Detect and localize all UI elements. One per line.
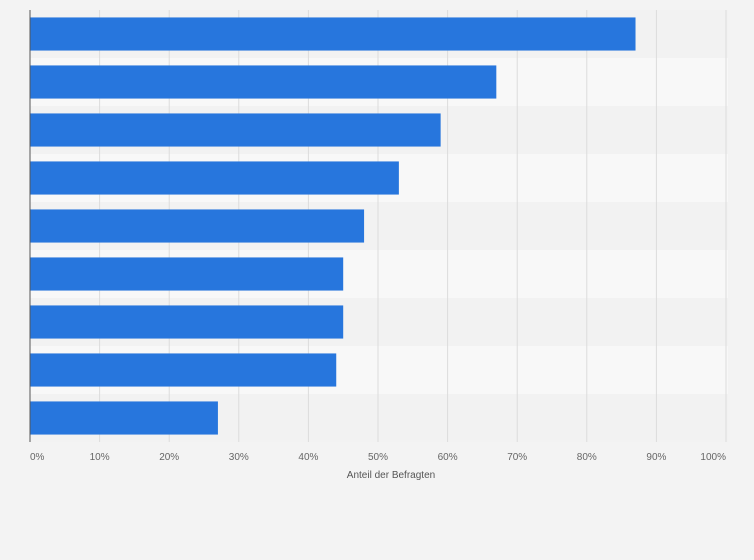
bar <box>30 353 337 387</box>
bar <box>30 161 399 195</box>
x-tick-label: 100% <box>700 452 726 463</box>
x-tick-labels: 0% 10% 20% 30% 40% 50% 60% 70% 80% 90% 100% <box>30 452 726 463</box>
bar <box>30 305 344 339</box>
bar <box>30 65 497 99</box>
x-tick-label: 40% <box>298 452 318 463</box>
x-axis-title: Anteil der Befragten <box>347 470 435 481</box>
bar <box>30 257 344 291</box>
bar <box>30 17 636 51</box>
x-tick-label: 0% <box>30 452 45 463</box>
x-tick-label: 60% <box>438 452 458 463</box>
x-tick-label: 90% <box>646 452 666 463</box>
bars <box>30 17 636 435</box>
bar <box>30 209 365 243</box>
x-tick-label: 50% <box>368 452 388 463</box>
x-tick-label: 10% <box>90 452 110 463</box>
x-tick-label: 30% <box>229 452 249 463</box>
x-tick-label: 70% <box>507 452 527 463</box>
x-tick-label: 80% <box>577 452 597 463</box>
bar <box>30 113 441 147</box>
bar <box>30 401 218 435</box>
x-tick-label: 20% <box>159 452 179 463</box>
